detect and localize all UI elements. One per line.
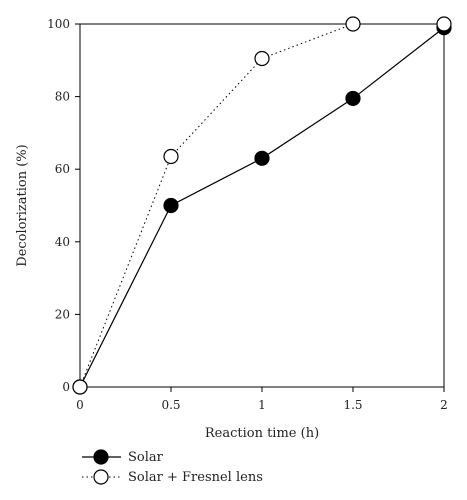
data-point-solar-fresnel bbox=[254, 50, 270, 67]
y-tick-label: 60 bbox=[55, 162, 70, 176]
x-tick-label: 2 bbox=[440, 398, 448, 412]
data-point-solar-fresnel bbox=[345, 16, 361, 32]
x-axis-ticks: 0 0.5 1 1.5 2 bbox=[76, 387, 448, 412]
series-line-solar bbox=[79, 27, 445, 388]
y-tick-label: 100 bbox=[47, 17, 70, 31]
x-tick-label: 0.5 bbox=[161, 398, 180, 412]
legend: Solar Solar + Fresnel lens bbox=[82, 449, 263, 485]
data-point-solar bbox=[345, 90, 361, 107]
x-axis-label: Reaction time (h) bbox=[205, 426, 319, 441]
y-tick-label: 40 bbox=[55, 235, 70, 249]
data-point-solar bbox=[163, 197, 179, 214]
data-point-solar-fresnel bbox=[436, 16, 452, 32]
series-layer bbox=[72, 16, 452, 395]
x-tick-label: 0 bbox=[76, 398, 84, 412]
plot-frame bbox=[79, 23, 445, 388]
legend-label: Solar bbox=[128, 450, 164, 465]
series-line-solar-fresnel bbox=[79, 23, 444, 388]
legend-label: Solar + Fresnel lens bbox=[128, 470, 263, 485]
y-tick-label: 20 bbox=[55, 307, 70, 321]
y-tick-label: 0 bbox=[62, 380, 70, 394]
x-tick-label: 1 bbox=[258, 398, 266, 412]
legend-marker bbox=[93, 449, 109, 465]
y-axis-ticks: 0 20 40 60 80 100 bbox=[47, 17, 80, 394]
y-axis-label: Decolorization (%) bbox=[15, 144, 30, 266]
data-point-solar-fresnel bbox=[163, 148, 179, 165]
data-point-solar-fresnel bbox=[72, 379, 88, 395]
legend-marker bbox=[93, 469, 109, 485]
x-tick-label: 1.5 bbox=[343, 398, 362, 412]
y-tick-label: 80 bbox=[55, 90, 70, 104]
data-point-solar bbox=[254, 150, 270, 166]
